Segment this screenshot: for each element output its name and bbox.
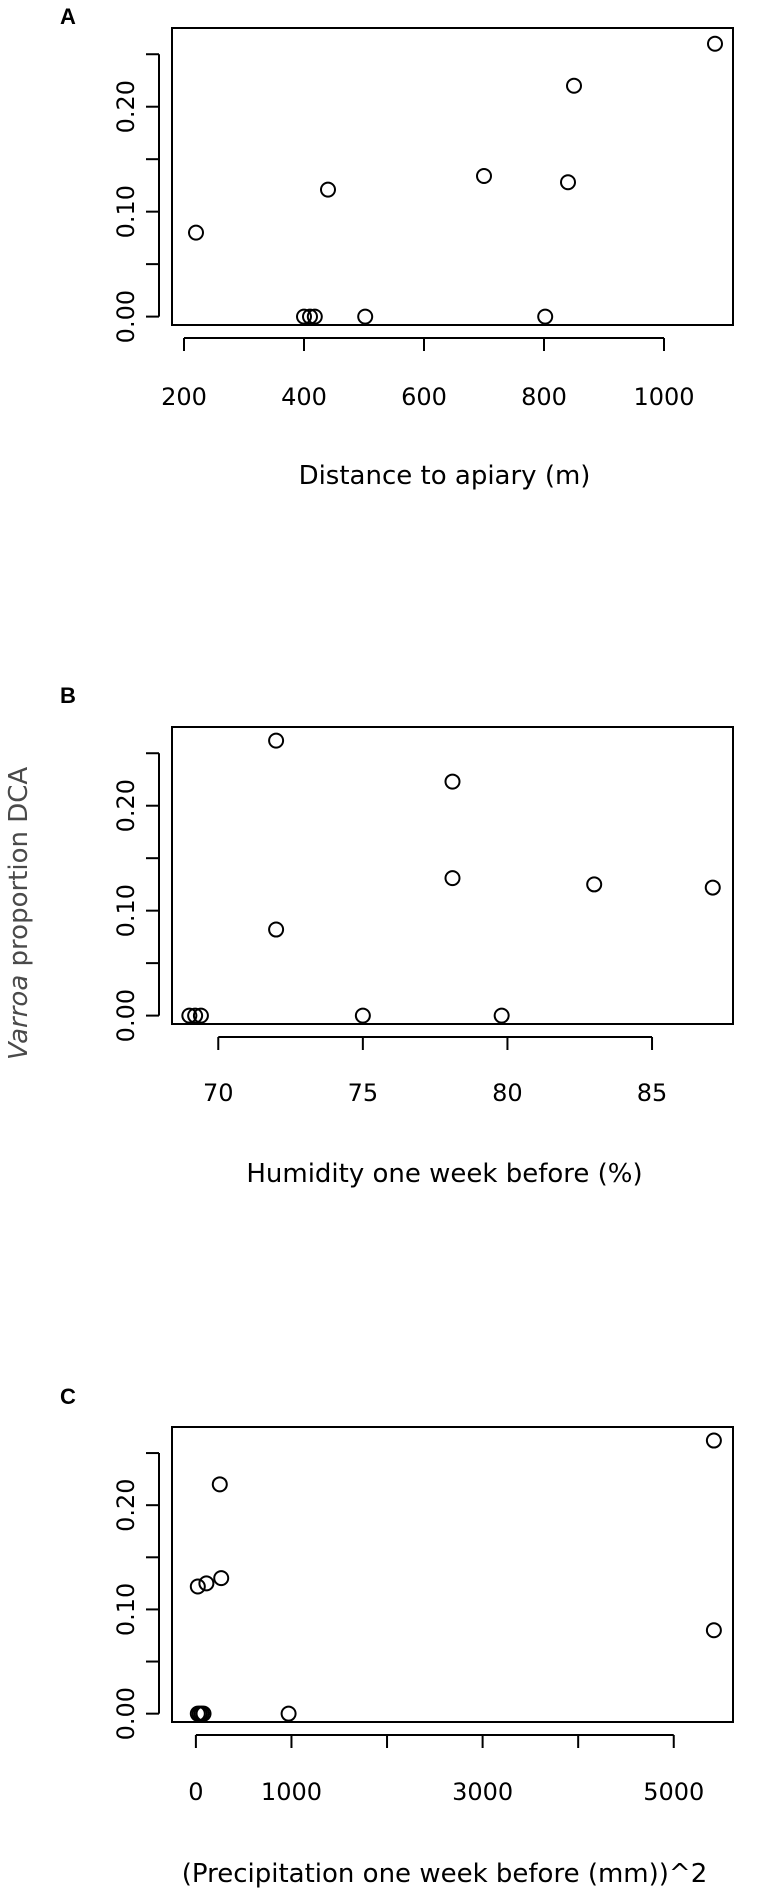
data-point-b-8 bbox=[493, 1007, 510, 1024]
y-axis-label-italic: Varroa bbox=[4, 975, 34, 1060]
x-tick-label-b-3: 85 bbox=[637, 1079, 668, 1107]
data-point-a-3 bbox=[306, 308, 323, 325]
panel-b: B 70 75 80 85 0.00 0.10 0.20 Humidity one week b… bbox=[60, 683, 734, 1189]
x-tick-label-c-0: 0 bbox=[188, 1778, 203, 1806]
data-point-c-7 bbox=[211, 1476, 228, 1493]
y-axis-label-rest: proportion DCA bbox=[4, 767, 34, 975]
x-tick-label-b-0: 70 bbox=[203, 1079, 234, 1107]
data-point-b-10 bbox=[704, 879, 721, 896]
data-point-b-3 bbox=[268, 921, 285, 938]
data-point-c-4 bbox=[189, 1578, 206, 1595]
y-tick-label-a-2: 0.10 bbox=[112, 185, 140, 238]
panel-letter-b: B bbox=[60, 683, 76, 708]
y-tick-label-a-0: 0.00 bbox=[112, 290, 140, 343]
data-point-a-10 bbox=[707, 35, 723, 52]
x-tick-label-c-1: 1000 bbox=[261, 1778, 322, 1806]
data-point-a-6 bbox=[476, 167, 492, 184]
y-tick-label-b-4: 0.20 bbox=[112, 779, 140, 832]
y-tick-label-c-0: 0.00 bbox=[112, 1687, 140, 1740]
data-point-b-4 bbox=[268, 732, 285, 749]
x-axis-title-b: Humidity one week before (%) bbox=[246, 1159, 642, 1189]
data-point-a-7 bbox=[537, 308, 554, 325]
data-point-a-5 bbox=[357, 308, 374, 325]
data-point-b-1 bbox=[187, 1007, 204, 1024]
panel-a: A 200 400 600 800 1000 0.00 0.10 0.20 Distance to… bbox=[60, 4, 734, 491]
y-axis-label: Varroa proportion DCA bbox=[4, 767, 34, 1060]
x-tick-label-c-3: 3000 bbox=[452, 1778, 513, 1806]
y-tick-label-c-2: 0.10 bbox=[112, 1583, 140, 1636]
data-point-a-2 bbox=[302, 308, 318, 325]
panel-letter-a: A bbox=[60, 4, 76, 29]
panel-c: C 0 1000 3000 5000 0.00 0.10 0.20 (Precipitation… bbox=[60, 1384, 734, 1889]
data-point-a-4 bbox=[320, 181, 336, 198]
data-point-b-5 bbox=[354, 1007, 371, 1024]
data-point-c-5 bbox=[198, 1575, 215, 1592]
x-tick-label-b-1: 75 bbox=[348, 1079, 379, 1107]
y-tick-label-c-4: 0.20 bbox=[112, 1478, 140, 1531]
data-point-a-8 bbox=[560, 174, 576, 191]
x-axis-title-a: Distance to apiary (m) bbox=[299, 461, 591, 491]
data-point-b-9 bbox=[586, 876, 603, 893]
data-point-a-9 bbox=[566, 77, 582, 94]
data-point-a-1 bbox=[296, 308, 312, 325]
data-point-a-0 bbox=[188, 224, 204, 241]
x-tick-label-a-2: 600 bbox=[401, 383, 447, 411]
data-point-c-10 bbox=[705, 1432, 722, 1449]
x-tick-label-a-0: 200 bbox=[161, 383, 207, 411]
plot-frame-b bbox=[171, 726, 734, 1025]
y-tick-label-b-2: 0.10 bbox=[112, 884, 140, 937]
x-axis-title-c: (Precipitation one week before (mm))^2 bbox=[182, 1859, 708, 1889]
data-point-c-3 bbox=[195, 1705, 212, 1722]
x-tick-label-a-1: 400 bbox=[281, 383, 327, 411]
x-tick-label-a-4: 1000 bbox=[633, 383, 694, 411]
data-point-b-0 bbox=[181, 1007, 198, 1024]
plot-frame-c bbox=[171, 1426, 734, 1723]
data-point-b-6 bbox=[444, 870, 461, 887]
y-tick-label-b-0: 0.00 bbox=[112, 989, 140, 1042]
data-point-c-9 bbox=[705, 1622, 722, 1639]
x-tick-label-b-2: 80 bbox=[492, 1079, 523, 1107]
data-point-c-6 bbox=[213, 1570, 230, 1587]
data-point-b-7 bbox=[444, 773, 461, 790]
plot-frame-a bbox=[171, 27, 734, 326]
data-point-b-2 bbox=[192, 1007, 209, 1024]
y-tick-label-a-4: 0.20 bbox=[112, 80, 140, 133]
x-tick-label-c-5: 5000 bbox=[643, 1778, 704, 1806]
x-tick-label-a-3: 800 bbox=[521, 383, 567, 411]
data-point-c-8 bbox=[280, 1705, 297, 1722]
panel-letter-c: C bbox=[60, 1384, 76, 1409]
